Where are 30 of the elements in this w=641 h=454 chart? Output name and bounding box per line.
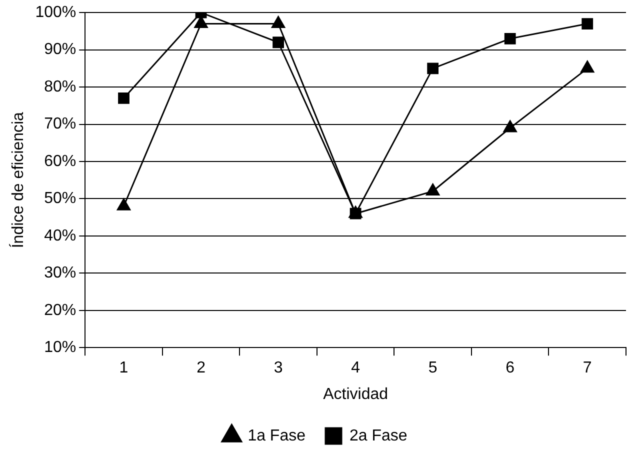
- y-tick-label: 50%: [44, 190, 76, 208]
- point: [426, 184, 440, 196]
- point: [272, 36, 284, 48]
- y-tick-label: 10%: [44, 339, 76, 356]
- point: [116, 198, 131, 210]
- y-axis-title: Índice de eficiencia: [9, 112, 28, 248]
- y-tick-label: 40%: [44, 227, 76, 244]
- y-tick-label: 20%: [44, 302, 76, 319]
- y-tick-label: 70%: [44, 116, 76, 133]
- legend-label: 1a Fase: [248, 427, 306, 444]
- point: [582, 18, 594, 30]
- y-tick-label: 80%: [44, 78, 76, 96]
- x-tick-label: 1: [119, 360, 128, 377]
- point: [427, 62, 439, 74]
- x-tick-label: 6: [506, 360, 515, 377]
- x-tick-label: 5: [428, 360, 438, 377]
- y-tick-label: 30%: [44, 264, 76, 282]
- y-tick-label: 90%: [44, 41, 76, 58]
- x-tick-label: 2: [196, 360, 206, 377]
- point: [503, 120, 517, 132]
- y-tick-label: 100%: [35, 4, 76, 22]
- legend-label: 2a Fase: [350, 427, 408, 444]
- x-axis-title: Actividad: [323, 386, 388, 403]
- x-tick-label: 3: [274, 360, 283, 377]
- point: [118, 92, 130, 104]
- point: [580, 60, 594, 73]
- point: [504, 32, 516, 44]
- x-tick-label: 4: [351, 360, 360, 377]
- x-tick-label: 7: [582, 360, 592, 377]
- y-tick-label: 60%: [44, 152, 76, 170]
